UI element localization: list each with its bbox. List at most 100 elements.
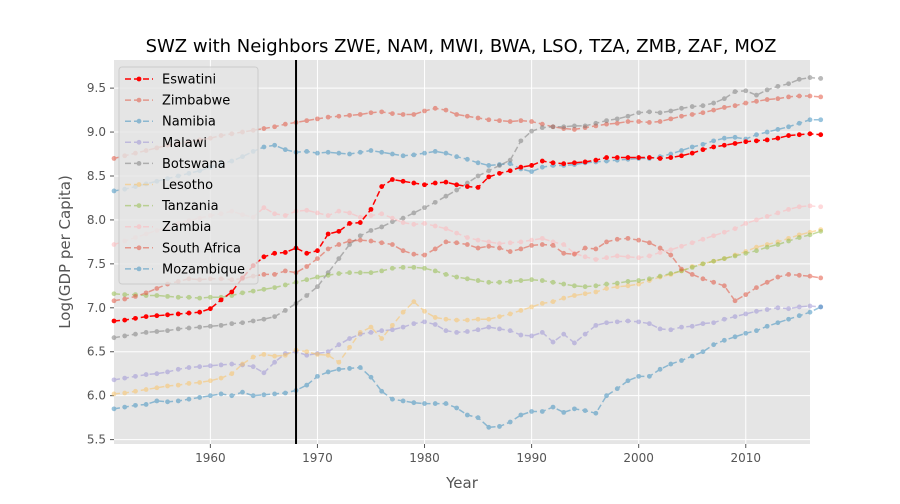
y-tick-label: 9.0 (87, 125, 106, 139)
data-point (646, 276, 652, 282)
data-point (582, 159, 588, 165)
data-point (657, 250, 663, 255)
data-point (646, 240, 652, 246)
data-point (604, 158, 609, 164)
data-point (582, 284, 588, 290)
data-point (721, 229, 727, 235)
data-point (732, 226, 738, 232)
data-point (775, 83, 781, 89)
y-tick-label: 9.5 (87, 81, 106, 95)
data-point (657, 110, 663, 116)
data-point (357, 233, 363, 239)
series-botswana (111, 75, 824, 341)
data-point (304, 264, 310, 269)
data-point (507, 249, 513, 254)
y-tick-label: 8.0 (87, 213, 106, 227)
data-point (411, 112, 417, 117)
data-point (775, 320, 781, 326)
legend-swatch-marker (136, 76, 142, 82)
data-point (422, 150, 427, 156)
data-point (711, 144, 717, 150)
data-point (197, 324, 203, 330)
data-point (786, 272, 791, 277)
data-point (636, 281, 642, 287)
data-point (379, 211, 385, 217)
data-point (400, 248, 406, 254)
data-point (754, 285, 759, 290)
data-point (133, 388, 138, 394)
data-point (411, 321, 417, 327)
x-tick-label: 2010 (730, 451, 761, 465)
data-point (464, 184, 470, 189)
data-point (454, 230, 460, 236)
data-point (272, 250, 278, 256)
data-point (390, 111, 395, 116)
data-point (454, 182, 460, 188)
data-point (347, 242, 352, 247)
legend-label: Botswana (162, 157, 226, 172)
data-point (700, 110, 706, 116)
data-point (668, 155, 674, 160)
data-point (218, 362, 224, 368)
data-point (529, 304, 534, 310)
data-point (796, 204, 802, 210)
data-point (700, 349, 706, 355)
data-point (272, 211, 278, 217)
data-point (721, 142, 727, 148)
data-point (711, 320, 717, 326)
data-point (721, 283, 727, 289)
data-point (497, 170, 502, 176)
data-point (186, 294, 192, 300)
data-point (143, 402, 149, 407)
data-point (539, 278, 545, 283)
data-point (604, 121, 609, 127)
data-point (122, 296, 128, 302)
data-point (175, 382, 181, 388)
data-point (272, 353, 278, 359)
data-point (122, 375, 128, 381)
data-point (807, 93, 813, 99)
data-point (486, 243, 492, 249)
data-point (679, 153, 684, 159)
data-point (561, 242, 567, 247)
data-point (282, 250, 288, 255)
data-point (550, 339, 556, 345)
data-point (529, 277, 534, 283)
data-point (679, 324, 684, 330)
y-tick-label: 5.5 (87, 433, 106, 447)
data-point (711, 279, 717, 285)
data-point (775, 127, 781, 132)
data-point (754, 92, 759, 98)
data-point (796, 132, 802, 138)
data-point (775, 96, 781, 102)
data-point (261, 316, 267, 322)
data-point (390, 322, 395, 328)
series-eswatini (111, 131, 824, 324)
data-point (250, 354, 256, 360)
data-point (539, 164, 545, 170)
data-point (454, 405, 460, 411)
data-point (657, 366, 663, 372)
legend-swatch-marker (136, 224, 142, 230)
data-point (775, 242, 781, 247)
data-point (443, 226, 449, 232)
data-point (529, 163, 534, 168)
data-point (754, 248, 759, 254)
data-point (379, 336, 385, 341)
data-point (272, 359, 278, 365)
data-point (422, 252, 427, 258)
data-point (347, 221, 352, 226)
data-point (561, 331, 567, 337)
data-point (207, 393, 213, 399)
data-point (818, 94, 824, 100)
data-point (207, 378, 213, 384)
data-point (818, 204, 824, 210)
data-point (154, 371, 160, 377)
data-point (572, 293, 577, 298)
data-point (539, 125, 545, 131)
data-point (379, 240, 385, 246)
data-point (261, 351, 267, 357)
data-point (282, 121, 288, 127)
data-point (454, 274, 460, 280)
